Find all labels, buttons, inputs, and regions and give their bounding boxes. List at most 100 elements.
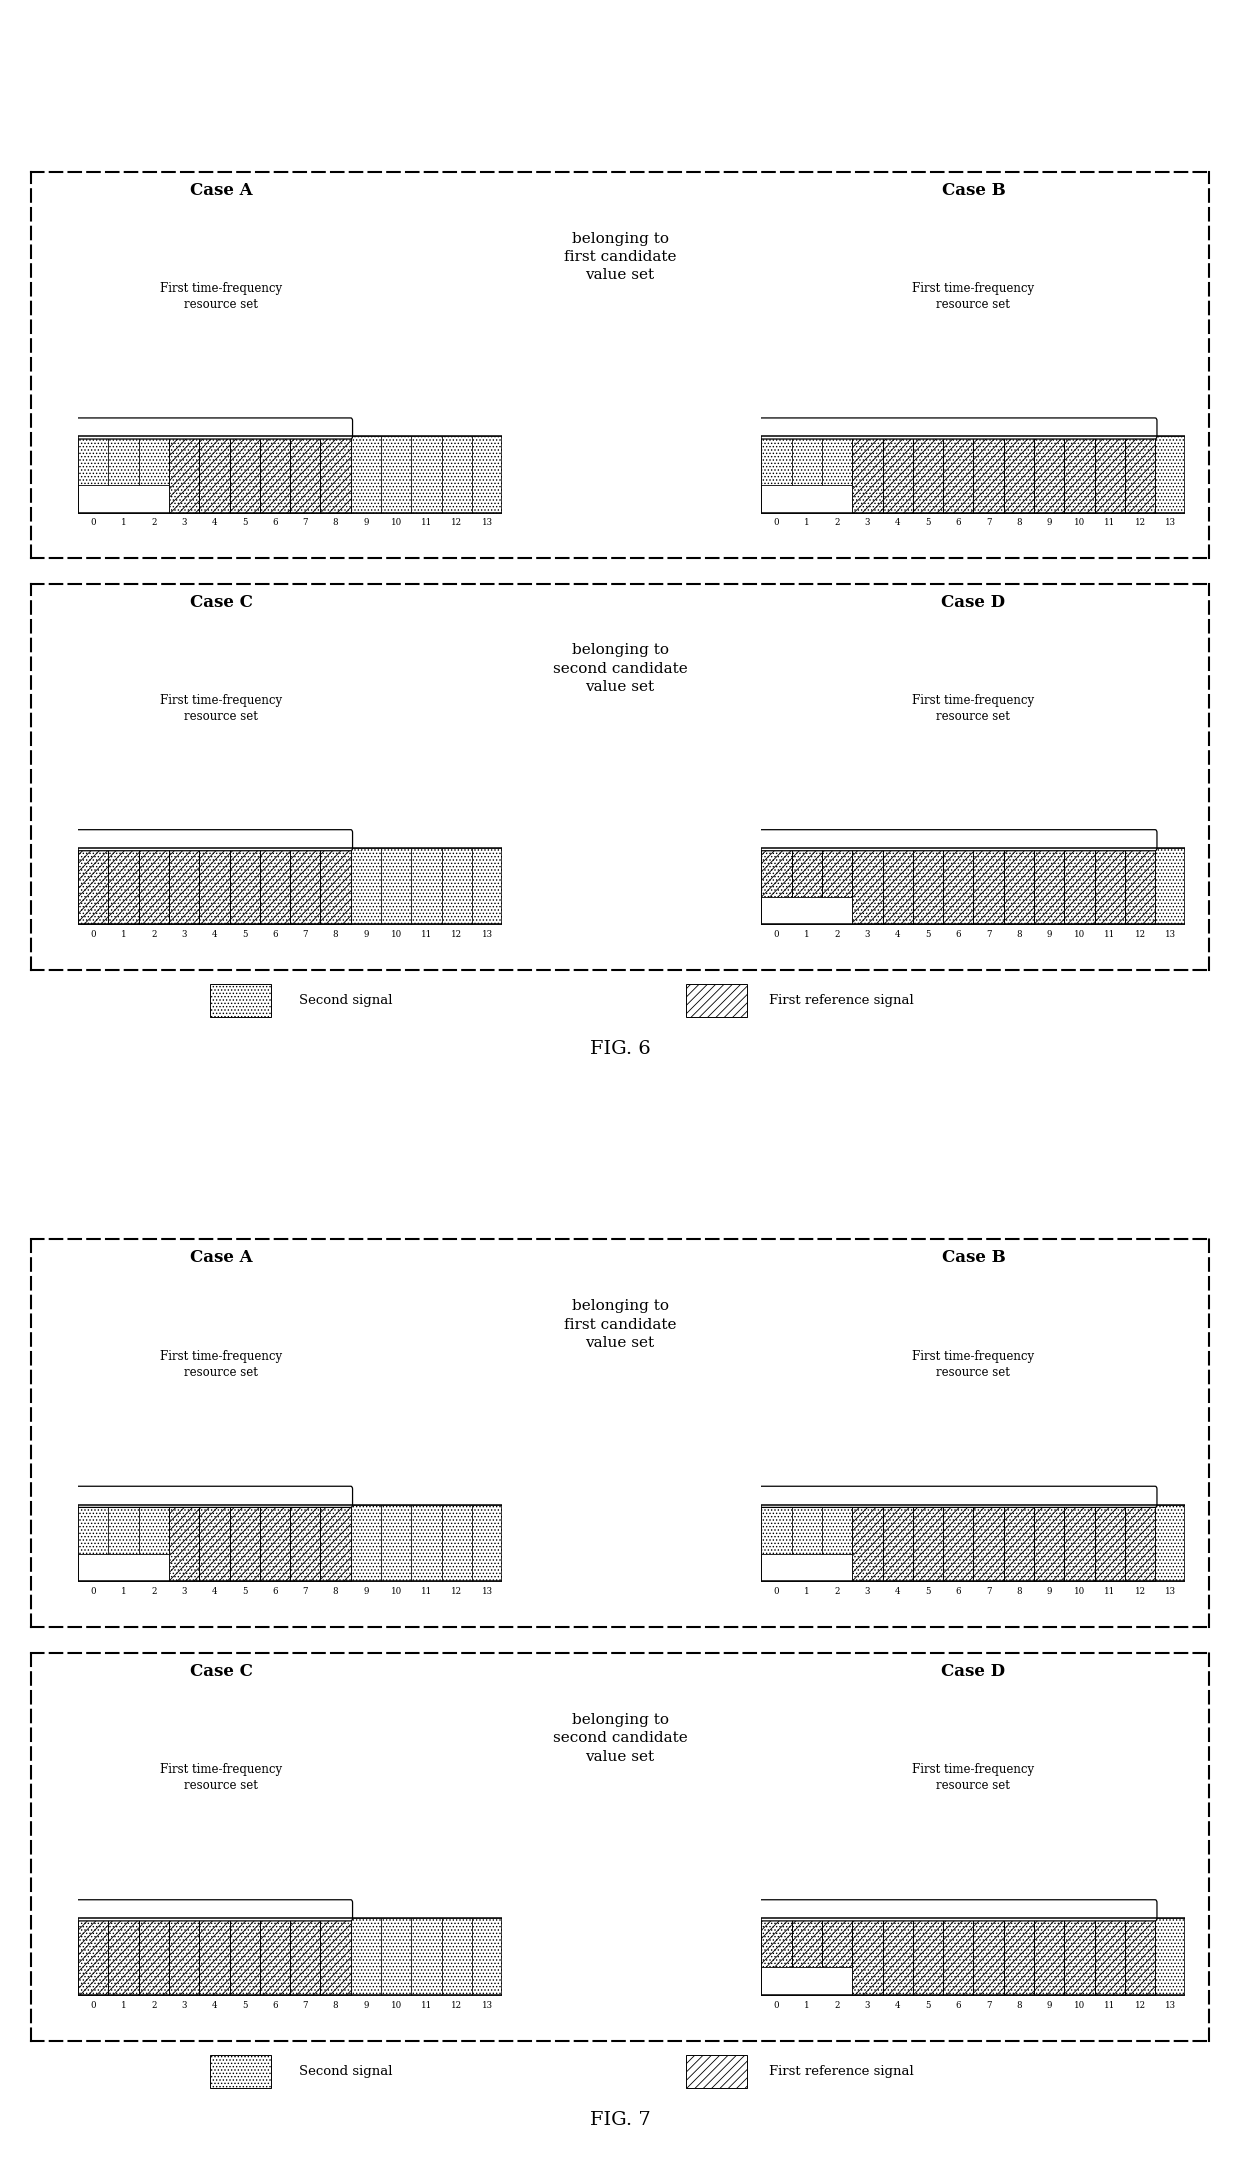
Text: 3: 3: [864, 518, 870, 527]
Text: First time-frequency
resource set: First time-frequency resource set: [913, 1763, 1034, 1792]
Bar: [229, 1504, 260, 1581]
Bar: [260, 1504, 290, 1581]
Bar: [1095, 847, 1125, 925]
Bar: [761, 435, 791, 514]
Bar: [973, 1918, 1003, 1994]
Bar: [412, 1504, 441, 1581]
Bar: [913, 847, 944, 925]
Bar: [761, 847, 791, 925]
Bar: [791, 1504, 822, 1581]
Bar: [78, 435, 108, 514]
Bar: [883, 435, 913, 514]
Text: 3: 3: [864, 1587, 870, 1596]
Text: Case B: Case B: [941, 183, 1006, 198]
Text: 5: 5: [242, 930, 248, 938]
Bar: [822, 1918, 852, 1994]
Bar: [139, 435, 169, 514]
Bar: [78, 847, 108, 925]
Text: First time-frequency
resource set: First time-frequency resource set: [160, 694, 283, 723]
Bar: [822, 1504, 852, 1581]
Text: 7: 7: [986, 930, 991, 938]
Text: 12: 12: [451, 518, 463, 527]
Text: First reference signal: First reference signal: [770, 2066, 914, 2079]
Bar: [944, 1918, 973, 1994]
Bar: [913, 1918, 944, 1994]
Bar: [78, 1554, 169, 1581]
Bar: [169, 435, 200, 514]
Bar: [200, 847, 229, 925]
Text: 4: 4: [212, 518, 217, 527]
Bar: [1125, 1918, 1156, 1994]
Text: 11: 11: [1104, 2001, 1115, 2009]
Text: First time-frequency
resource set: First time-frequency resource set: [160, 281, 283, 311]
Text: 10: 10: [391, 1587, 402, 1596]
Text: First reference signal: First reference signal: [770, 995, 914, 1008]
Bar: [412, 1918, 441, 1994]
Bar: [944, 435, 973, 514]
Text: 8: 8: [1016, 930, 1022, 938]
Text: 4: 4: [895, 930, 900, 938]
Bar: [200, 847, 229, 925]
Bar: [1125, 1504, 1156, 1581]
Bar: [822, 847, 852, 925]
Bar: [791, 1918, 822, 1994]
Bar: [1125, 847, 1156, 925]
Text: 12: 12: [1135, 2001, 1146, 2009]
Bar: [1095, 435, 1125, 514]
Bar: [290, 847, 320, 925]
Bar: [1034, 435, 1064, 514]
Text: 10: 10: [1074, 2001, 1085, 2009]
Text: 3: 3: [864, 2001, 870, 2009]
Bar: [108, 1918, 139, 1994]
Bar: [944, 1504, 973, 1581]
Text: First time-frequency
resource set: First time-frequency resource set: [160, 1350, 283, 1378]
FancyBboxPatch shape: [77, 829, 352, 851]
Text: FIG. 6: FIG. 6: [590, 1041, 650, 1058]
Text: 7: 7: [303, 2001, 308, 2009]
Bar: [852, 435, 883, 514]
Bar: [200, 1918, 229, 1994]
Bar: [290, 435, 320, 514]
Text: 10: 10: [1074, 930, 1085, 938]
Bar: [1125, 1504, 1156, 1581]
Text: belonging to
second candidate
value set: belonging to second candidate value set: [553, 644, 687, 694]
Text: 4: 4: [212, 2001, 217, 2009]
Text: 6: 6: [273, 2001, 278, 2009]
Bar: [973, 1504, 1003, 1581]
Bar: [169, 1504, 200, 1581]
Bar: [290, 1918, 320, 1994]
Text: 9: 9: [1047, 2001, 1052, 2009]
Bar: [441, 435, 472, 514]
Text: 11: 11: [1104, 930, 1115, 938]
Bar: [229, 847, 260, 925]
Bar: [761, 1968, 852, 1994]
Bar: [852, 1918, 883, 1994]
Bar: [1064, 1918, 1095, 1994]
Bar: [441, 847, 472, 925]
Text: 8: 8: [332, 518, 339, 527]
Bar: [108, 1918, 139, 1994]
Bar: [1003, 435, 1034, 514]
Bar: [412, 847, 441, 925]
Bar: [913, 1504, 944, 1581]
Text: 11: 11: [1104, 518, 1115, 527]
Bar: [687, 984, 748, 1017]
Bar: [290, 847, 320, 925]
Bar: [1095, 1504, 1125, 1581]
Text: 1: 1: [804, 2001, 810, 2009]
Text: 4: 4: [212, 930, 217, 938]
Text: First time-frequency
resource set: First time-frequency resource set: [160, 1763, 283, 1792]
Text: 9: 9: [1047, 518, 1052, 527]
Text: 9: 9: [363, 1587, 368, 1596]
FancyBboxPatch shape: [760, 1901, 1157, 1920]
Bar: [200, 1504, 229, 1581]
Bar: [139, 1504, 169, 1581]
Bar: [944, 847, 973, 925]
Bar: [1064, 1918, 1095, 1994]
Bar: [211, 984, 272, 1017]
Text: 7: 7: [303, 930, 308, 938]
Text: 13: 13: [481, 2001, 492, 2009]
Bar: [1034, 1504, 1064, 1581]
Bar: [381, 1918, 412, 1994]
Text: 13: 13: [481, 930, 492, 938]
